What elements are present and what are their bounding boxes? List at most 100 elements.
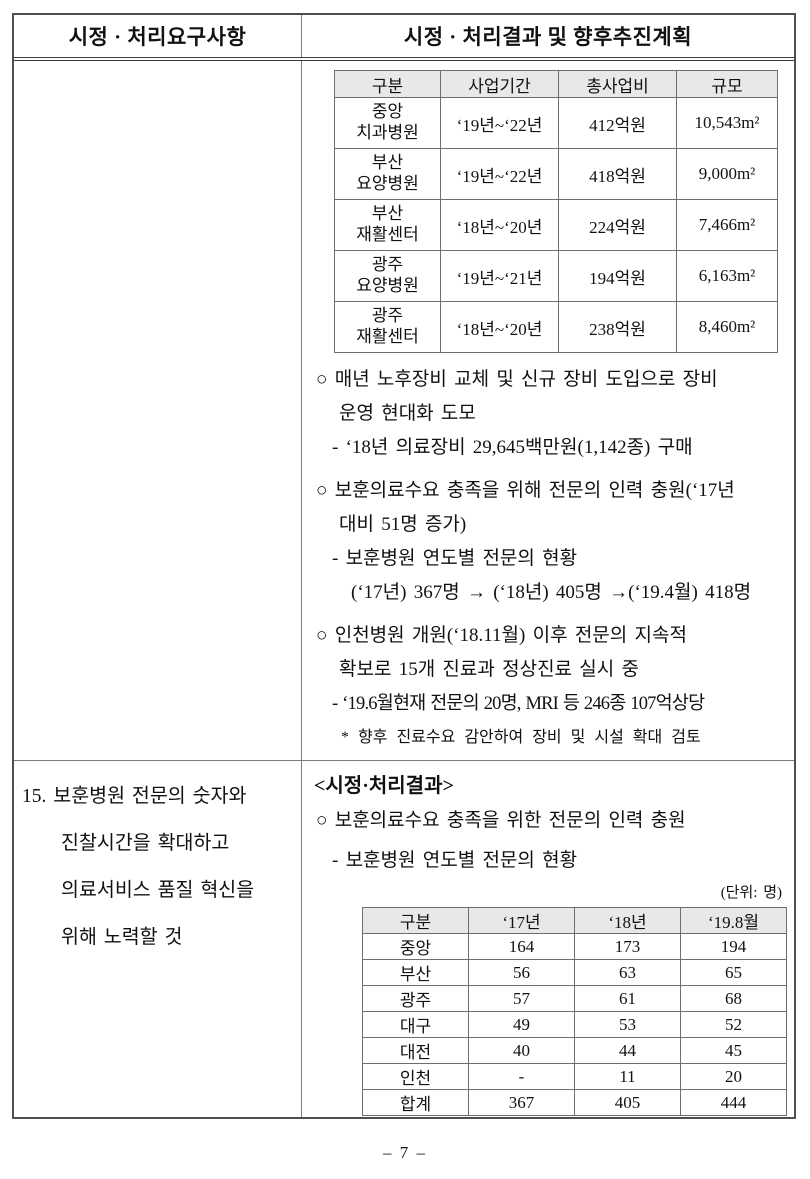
hospital-name: 중앙 치과병원 (334, 97, 441, 149)
count-2018: 173 (574, 933, 681, 960)
project-period: ‘19년~‘21년 (440, 250, 559, 302)
hospital-name: 광주 요양병원 (334, 250, 441, 302)
detail-line: (‘17년) 367명 → (‘18년) 405명 →(‘19.4월) 418명 (351, 582, 752, 603)
table-row: 광주 재활센터 ‘18년~‘20년 238억원 8,460m² (334, 301, 778, 353)
col-header: ‘17년 (468, 907, 575, 934)
count-2018: 405 (574, 1089, 681, 1116)
project-period: ‘18년~‘20년 (440, 199, 559, 251)
project-size: 6,163m² (676, 250, 778, 302)
result-content: <시정·처리결과> ○ 보훈의료수요 충족을 위한 전문의 인력 충원 - 보훈… (302, 761, 794, 1116)
hospital-label: 대구 (362, 1011, 469, 1038)
table-row: 대구 49 53 52 (362, 1011, 787, 1038)
item15-result-cell: <시정·처리결과> ○ 보훈의료수요 충족을 위한 전문의 인력 충원 - 보훈… (302, 761, 794, 1117)
col-header: 사업기간 (440, 70, 559, 98)
hospital-name: 부산 요양병원 (334, 148, 441, 200)
table-row: 중앙 치과병원 ‘19년~‘22년 412억원 10,543m² (334, 97, 778, 149)
item15-request-cell: 15. 보훈병원 전문의 숫자와 진찰시간을 확대하고 의료서비스 품질 혁신을… (14, 761, 302, 1117)
dash-line: - 보훈병원 연도별 전문의 현황 (332, 850, 578, 871)
count-2018: 44 (574, 1037, 681, 1064)
count-2017: 367 (468, 1089, 575, 1116)
item14-bullet-list: ○ 매년 노후장비 교체 및 신규 장비 도입으로 장비 운영 현대화 도모 -… (302, 363, 794, 755)
table-row: 중앙 164 173 194 (362, 933, 787, 960)
page-number: – 7 – (383, 1143, 427, 1162)
project-cost: 412억원 (558, 97, 677, 149)
count-2018: 63 (574, 959, 681, 986)
hospital-name-line2: 요양병원 (356, 276, 419, 295)
project-cost: 418억원 (558, 148, 677, 200)
dash-line: - 보훈병원 연도별 전문의 현황 (332, 548, 578, 569)
count-2019: 65 (680, 959, 787, 986)
hospital-label: 부산 (362, 959, 469, 986)
hospital-name-line1: 광주 (371, 306, 404, 326)
count-2019: 20 (680, 1063, 787, 1090)
bullet-line: ○ 보훈의료수요 충족을 위한 전문의 인력 충원 (316, 810, 686, 831)
hospital-name-line2: 요양병원 (356, 174, 419, 193)
project-period: ‘18년~‘20년 (440, 301, 559, 353)
request-line: 위해 노력할 것 (61, 927, 183, 948)
item14-result-cell: 구분 사업기간 총사업비 규모 중앙 치과병원 ‘19년~‘22년 412억원 1… (302, 61, 794, 760)
hospital-name-line2: 재활센터 (356, 225, 419, 244)
hospital-name: 광주 재활센터 (334, 301, 441, 353)
count-2019: 194 (680, 933, 787, 960)
count-2017: 49 (468, 1011, 575, 1038)
dash-line: - ‘18년 의료장비 29,645백만원(1,142종) 구매 (332, 437, 693, 458)
hospital-label: 합계 (362, 1089, 469, 1116)
footnote-line: * 향후 진료수요 감안하여 장비 및 시설 확대 검토 (341, 729, 701, 746)
count-2017: 40 (468, 1037, 575, 1064)
col-header: 규모 (676, 70, 778, 98)
project-size: 8,460m² (676, 301, 778, 353)
table-row: 광주 요양병원 ‘19년~‘21년 194억원 6,163m² (334, 250, 778, 302)
project-size: 9,000m² (676, 148, 778, 200)
table-header-row: 구분 사업기간 총사업비 규모 (334, 70, 778, 98)
bullet-line: 대비 51명 증가) (339, 514, 467, 535)
project-size: 10,543m² (676, 97, 778, 149)
hospital-name: 부산 재활센터 (334, 199, 441, 251)
count-2017: - (468, 1063, 575, 1090)
bullet-line: ○ 매년 노후장비 교체 및 신규 장비 도입으로 장비 (316, 369, 718, 390)
hospital-name-line2: 치과병원 (356, 123, 419, 142)
hospital-name-line1: 중앙 (371, 102, 404, 122)
bullet-line: ○ 보훈의료수요 충족을 위해 전문의 인력 충원(‘17년 (316, 480, 735, 501)
bullet-line: 운영 현대화 도모 (339, 403, 476, 424)
count-2019: 68 (680, 985, 787, 1012)
table-row: 광주 57 61 68 (362, 985, 787, 1012)
item14-row: 구분 사업기간 총사업비 규모 중앙 치과병원 ‘19년~‘22년 412억원 1… (14, 61, 794, 760)
count-2019: 45 (680, 1037, 787, 1064)
unit-label: (단위: 명) (720, 885, 782, 901)
table-row: 부산 재활센터 ‘18년~‘20년 224억원 7,466m² (334, 199, 778, 251)
table-header-row: 구분 ‘17년 ‘18년 ‘19.8월 (362, 907, 787, 934)
hospital-name-line2: 재활센터 (356, 327, 419, 346)
item15-row: 15. 보훈병원 전문의 숫자와 진찰시간을 확대하고 의료서비스 품질 혁신을… (14, 760, 794, 1117)
request-line: 15. 보훈병원 전문의 숫자와 (22, 786, 247, 807)
table-row: 대전 40 44 45 (362, 1037, 787, 1064)
table-row: 인천 - 11 20 (362, 1063, 787, 1090)
project-period: ‘19년~‘22년 (440, 148, 559, 200)
result-title: <시정·처리결과> (314, 775, 454, 797)
count-2017: 56 (468, 959, 575, 986)
request-text: 15. 보훈병원 전문의 숫자와 진찰시간을 확대하고 의료서비스 품질 혁신을… (14, 761, 301, 961)
header-result-col: 시정 · 처리결과 및 향후추진계획 (403, 25, 693, 49)
project-period: ‘19년~‘22년 (440, 97, 559, 149)
dash-line: - ‘19.6월현재 전문의 20명, MRI 등 246종 107억상당 (332, 694, 705, 714)
hospital-name-line1: 부산 (371, 153, 404, 173)
table-row total-row: 합계 367 405 444 (362, 1089, 787, 1116)
bullet-line: ○ 인천병원 개원(‘18.11월) 이후 전문의 지속적 (316, 625, 687, 646)
request-line: 의료서비스 품질 혁신을 (61, 880, 255, 901)
count-2019: 52 (680, 1011, 787, 1038)
bullet-line: 확보로 15개 진료과 정상진료 실시 중 (339, 659, 639, 680)
project-size: 7,466m² (676, 199, 778, 251)
project-cost: 194억원 (558, 250, 677, 302)
col-header: 구분 (334, 70, 441, 98)
col-header: 구분 (362, 907, 469, 934)
hospital-projects-table: 구분 사업기간 총사업비 규모 중앙 치과병원 ‘19년~‘22년 412억원 1… (334, 70, 778, 353)
count-2017: 164 (468, 933, 575, 960)
request-line: 진찰시간을 확대하고 (61, 833, 230, 854)
item14-request-cell (14, 61, 302, 760)
table-row: 부산 56 63 65 (362, 959, 787, 986)
count-2018: 61 (574, 985, 681, 1012)
hospital-label: 광주 (362, 985, 469, 1012)
header-row: 시정 · 처리요구사항 시정 · 처리결과 및 향후추진계획 (14, 15, 794, 61)
table-row: 부산 요양병원 ‘19년~‘22년 418억원 9,000m² (334, 148, 778, 200)
project-cost: 224억원 (558, 199, 677, 251)
col-header: ‘18년 (574, 907, 681, 934)
